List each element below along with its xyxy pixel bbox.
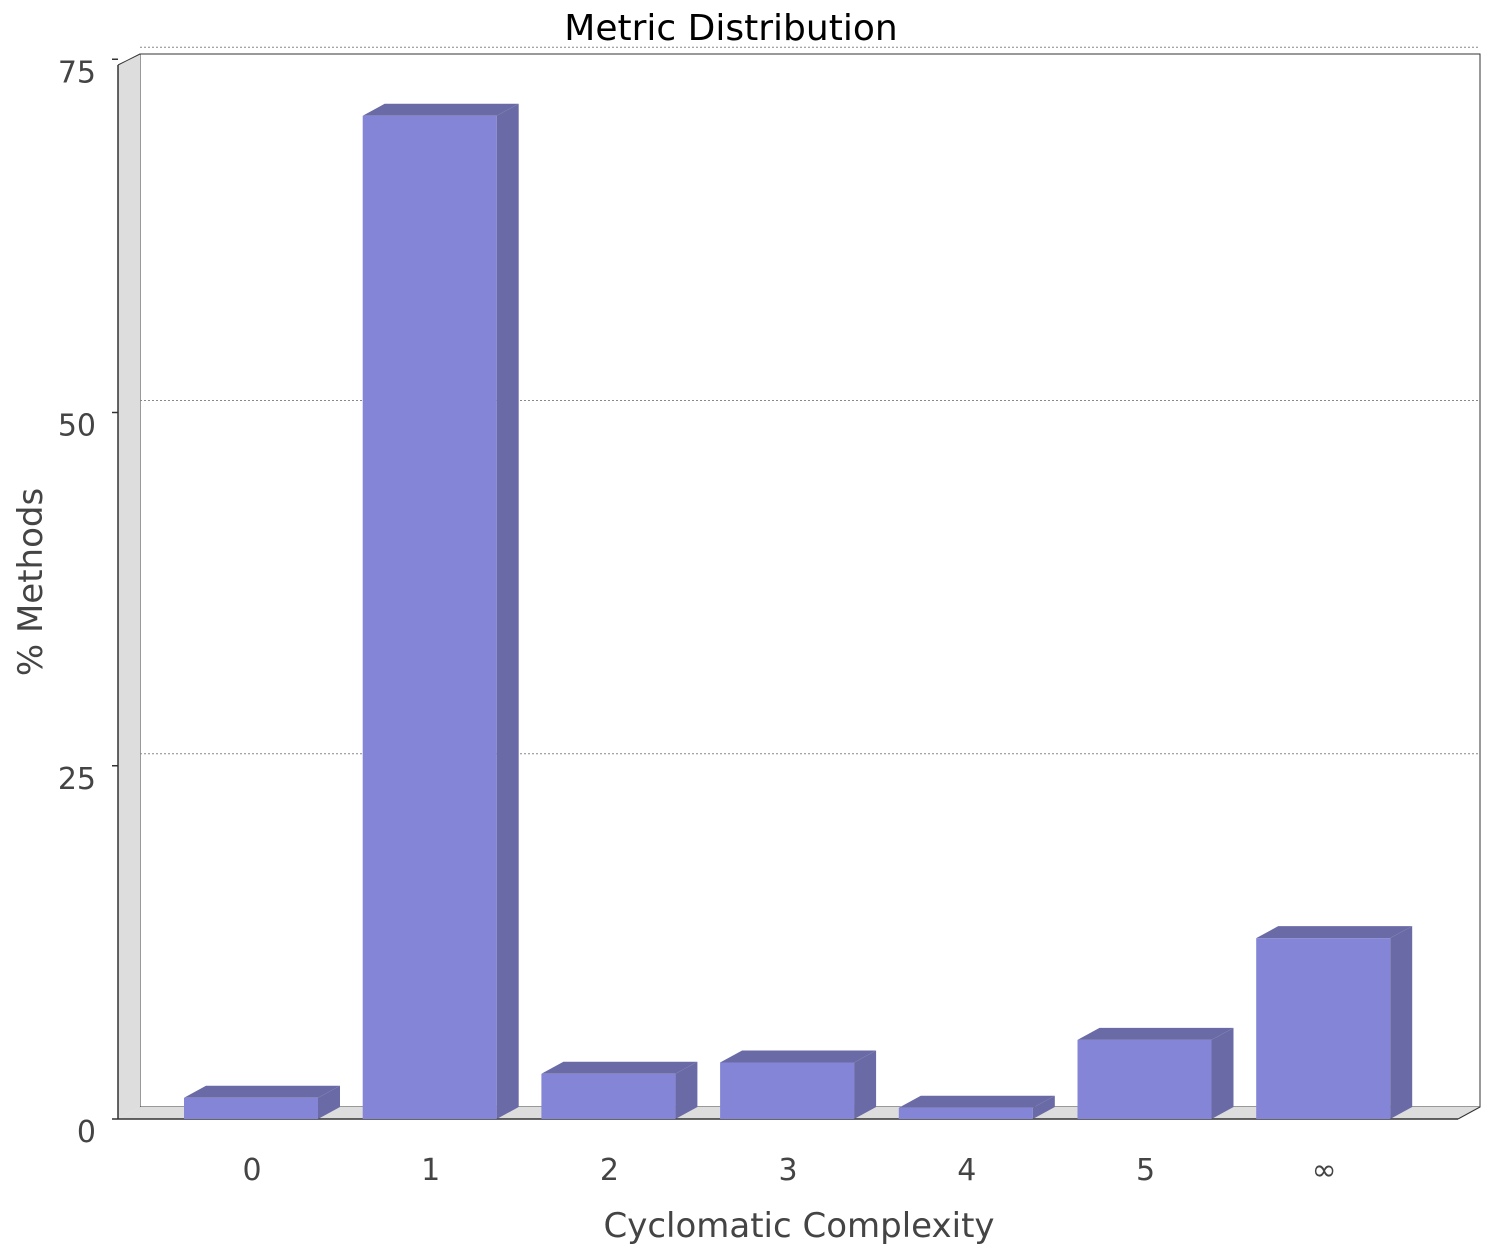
bars xyxy=(184,103,1413,1119)
bar-top xyxy=(541,1061,698,1074)
bar-front xyxy=(1077,1039,1212,1119)
x-tick-label: 0 xyxy=(242,1153,261,1188)
bar-front xyxy=(1256,938,1391,1119)
grid-lines xyxy=(140,46,1480,755)
bar xyxy=(541,1061,698,1119)
y-tick-label: 0 xyxy=(77,1115,96,1150)
y-axis-label: % Methods xyxy=(11,488,51,676)
x-axis-end-edge xyxy=(1457,1106,1481,1120)
bar-side xyxy=(496,103,519,1119)
bar xyxy=(898,1095,1055,1119)
bar-top xyxy=(362,103,519,116)
bar-top xyxy=(1256,926,1413,939)
bar-side xyxy=(675,1061,698,1119)
bar-top xyxy=(184,1085,340,1098)
bar-front xyxy=(720,1062,855,1119)
bar-front xyxy=(898,1107,1033,1119)
bar-top xyxy=(898,1095,1055,1108)
bar xyxy=(362,103,519,1119)
bar-front xyxy=(184,1097,318,1119)
chart-title: Metric Distribution xyxy=(564,8,897,49)
y-ticks: 0 25 50 75 xyxy=(58,55,118,1150)
y-tick-label: 75 xyxy=(58,55,96,90)
bar-side xyxy=(318,1085,340,1119)
bar-top xyxy=(720,1050,877,1063)
x-ticks: 0 1 2 3 4 5 ∞ xyxy=(242,1153,1336,1188)
x-tick-label: ∞ xyxy=(1312,1153,1337,1188)
bar xyxy=(184,1085,340,1119)
bar-side xyxy=(854,1050,877,1119)
x-tick-label: 2 xyxy=(600,1153,619,1188)
plot-left-wall xyxy=(118,54,140,1119)
x-tick-label: 4 xyxy=(957,1153,976,1188)
x-tick-label: 3 xyxy=(779,1153,798,1188)
bar-top xyxy=(1077,1027,1234,1040)
bar xyxy=(720,1050,877,1119)
bar-front xyxy=(541,1073,676,1119)
y-tick-label: 50 xyxy=(58,409,96,444)
plot-left-wall-edge xyxy=(117,53,141,66)
bar xyxy=(1256,926,1413,1119)
bar-front xyxy=(362,115,497,1119)
bar-side xyxy=(1390,926,1413,1119)
x-axis-label: Cyclomatic Complexity xyxy=(603,1206,994,1246)
bar-side xyxy=(1211,1027,1234,1119)
x-tick-label: 1 xyxy=(421,1153,440,1188)
y-tick-label: 25 xyxy=(58,762,96,797)
bar-side xyxy=(1032,1095,1055,1119)
x-tick-label: 5 xyxy=(1136,1153,1155,1188)
bar xyxy=(1077,1027,1234,1119)
